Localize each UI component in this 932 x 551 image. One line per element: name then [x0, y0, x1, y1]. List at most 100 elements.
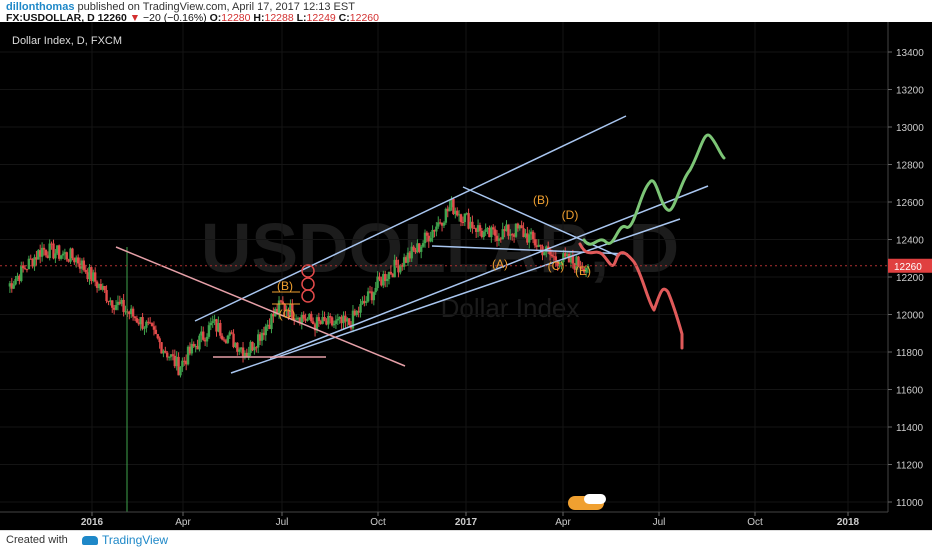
candle-body — [372, 292, 376, 301]
candle-body — [469, 221, 472, 229]
change-value: −20 (−0.16%) — [143, 12, 207, 24]
x-tick-label: Jul — [653, 517, 666, 528]
candle-body — [304, 318, 307, 321]
candle-body — [281, 301, 285, 304]
candle-body — [550, 254, 554, 257]
candle-body — [86, 272, 89, 280]
candle-body — [450, 198, 453, 208]
candle-body — [279, 300, 283, 302]
high-value: 12288 — [264, 12, 294, 24]
candle-body — [393, 259, 396, 278]
candle-body — [467, 213, 470, 229]
candle-body — [219, 322, 222, 336]
candle-body — [200, 331, 203, 336]
candle-body — [346, 318, 349, 322]
pink-downtrend — [115, 246, 406, 367]
candle-body — [507, 224, 510, 236]
candle-body — [584, 267, 588, 273]
candle-body — [156, 334, 159, 339]
candle-body — [23, 268, 27, 270]
candle-body — [291, 303, 294, 319]
tradingview-logo[interactable]: TradingView — [82, 533, 168, 547]
candle-body — [495, 235, 499, 241]
candle-body — [73, 258, 76, 263]
candle-body — [203, 339, 207, 342]
candle-body — [217, 322, 220, 332]
candle-body — [586, 265, 590, 268]
candle-body — [198, 335, 201, 350]
candle-body — [448, 207, 451, 212]
candle-body — [402, 257, 406, 267]
candle-body — [184, 360, 188, 365]
candle-body — [133, 316, 137, 319]
red-wave-marker — [301, 289, 315, 303]
candle-body — [57, 245, 61, 259]
candle-body — [18, 275, 21, 281]
candle-body — [478, 225, 482, 231]
y-tick-label: 13000 — [896, 123, 924, 134]
candle-body — [385, 278, 389, 282]
x-tick-label: Oct — [747, 517, 763, 528]
candle-body — [437, 222, 440, 227]
candle-body — [188, 346, 192, 354]
candle-body — [160, 342, 163, 354]
candle-body — [84, 269, 87, 273]
candle-body — [571, 255, 575, 264]
candle-body — [444, 208, 448, 223]
candle-body — [124, 311, 127, 313]
tradingview-brand[interactable]: TradingView — [102, 533, 169, 547]
chart-panel[interactable]: USDOLLAR, D Dollar Index (A) (B) (C) (D) (E)… — [0, 22, 932, 530]
candle-body — [266, 324, 269, 327]
candle-body — [16, 275, 19, 279]
candle-body — [249, 341, 252, 353]
candle-body — [565, 254, 569, 257]
candle-body — [368, 291, 372, 293]
created-with-text: Created with — [6, 534, 68, 546]
candle-body — [10, 283, 13, 289]
candle-body — [171, 354, 175, 356]
candle-body — [387, 271, 391, 279]
candle-body — [433, 229, 436, 232]
candle-body — [401, 264, 404, 267]
candle-body — [293, 318, 296, 320]
candle-body — [145, 321, 148, 328]
candle-body — [122, 299, 125, 312]
candle-body — [509, 234, 512, 236]
candle-body — [190, 343, 194, 354]
price-chart[interactable]: USDOLLAR, D Dollar Index (A)(B)(C)(D)(E)… — [0, 22, 932, 530]
candle-body — [501, 229, 504, 240]
bearish-projection — [578, 242, 684, 350]
candle-body — [236, 342, 239, 352]
candle-body — [429, 237, 432, 242]
candle-body — [323, 317, 326, 321]
candle-body — [583, 268, 586, 273]
last-price-badge — [888, 258, 932, 273]
close-label: C: — [338, 12, 350, 24]
candle-body — [147, 321, 150, 323]
candle-body — [579, 266, 582, 269]
candle-body — [289, 303, 292, 317]
candle-body — [488, 227, 491, 238]
candle-body — [264, 326, 267, 336]
candle-body — [311, 321, 315, 325]
candle-body — [211, 321, 214, 323]
candle-body — [167, 356, 171, 358]
candle-body — [482, 231, 485, 237]
candle-body — [152, 326, 156, 330]
candle-body — [529, 231, 533, 235]
candle-body — [260, 332, 264, 341]
candle-body — [12, 284, 15, 289]
candle-body — [232, 333, 235, 348]
candle-body — [80, 260, 84, 269]
candle-body — [484, 229, 487, 232]
candle-body — [143, 327, 146, 329]
candle-body — [327, 315, 330, 325]
candle-body — [173, 355, 176, 367]
candle-body — [512, 234, 516, 237]
candle-body — [325, 320, 328, 325]
candle-body — [329, 315, 332, 318]
candle-body — [554, 256, 557, 261]
candle-body — [50, 243, 53, 245]
candle-body — [378, 276, 381, 280]
author-link[interactable]: dillonthomas — [6, 1, 75, 13]
